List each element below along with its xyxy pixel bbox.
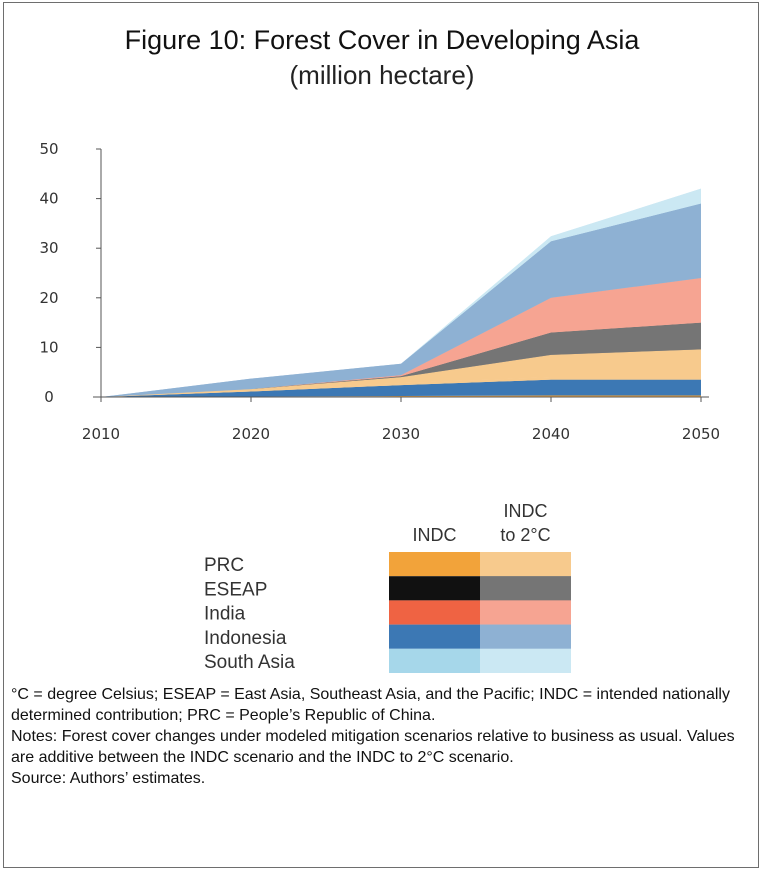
legend-dot-overlay xyxy=(480,576,571,601)
y-tick-label: 40 xyxy=(39,190,58,208)
abbreviations-note: °C = degree Celsius; ESEAP = East Asia, … xyxy=(11,686,730,724)
legend-swatch-prc-indc xyxy=(389,552,480,577)
area-dot-overlay xyxy=(101,203,701,397)
chart-title: Figure 10: Forest Cover in Developing As… xyxy=(124,25,640,55)
x-tick-label: 2030 xyxy=(382,425,420,443)
area-indonesia-indc xyxy=(101,379,701,397)
legend-label-indonesia: Indonesia xyxy=(204,628,287,649)
legend-label-south-asia: South Asia xyxy=(204,652,295,673)
legend-dot-overlay xyxy=(480,552,571,577)
legend-head-indc: INDC xyxy=(413,525,457,545)
legend-swatch-south-asia-indc xyxy=(389,648,480,673)
area-dot-overlay xyxy=(101,349,701,397)
y-tick-label: 10 xyxy=(39,338,58,356)
x-tick-label: 2010 xyxy=(82,425,120,443)
y-tick-label: 20 xyxy=(39,289,58,307)
y-tick-label: 30 xyxy=(39,239,58,257)
y-tick-label: 50 xyxy=(39,140,58,158)
legend-label-eseap: ESEAP xyxy=(204,579,267,600)
chart-areas xyxy=(101,188,701,397)
area-dot-overlay xyxy=(101,322,701,397)
x-tick-label: 2050 xyxy=(682,425,720,443)
y-tick-label: 0 xyxy=(44,388,54,406)
legend-label-prc: PRC xyxy=(204,555,244,576)
legend-swatch-indonesia-indc xyxy=(389,624,480,649)
chart-subtitle: (million hectare) xyxy=(289,60,475,90)
legend-dot-overlay xyxy=(480,648,571,673)
figure-notes: °C = degree Celsius; ESEAP = East Asia, … xyxy=(11,684,755,789)
figure-frame: Figure 10: Forest Cover in Developing As… xyxy=(3,2,759,868)
x-tick-label: 2040 xyxy=(532,425,570,443)
legend-label-india: India xyxy=(204,604,246,625)
legend: INDC INDC to 2°C PRC ESEAP India Indonesia Sout… xyxy=(204,501,571,673)
notes-text: Notes: Forest cover changes under modele… xyxy=(11,728,735,766)
x-tick-label: 2020 xyxy=(232,425,270,443)
legend-dot-overlay xyxy=(480,600,571,625)
legend-head-indc-2c: INDC xyxy=(504,501,548,521)
area-dot-overlay xyxy=(101,277,701,397)
source-note: Source: Authors’ estimates. xyxy=(11,770,206,787)
legend-swatch-eseap-indc xyxy=(389,576,480,601)
legend-head-indc-2c-sub: to 2°C xyxy=(500,525,550,545)
legend-dot-overlay xyxy=(480,624,571,649)
legend-swatch-india-indc xyxy=(389,600,480,625)
area-dot-overlay xyxy=(101,377,701,397)
area-dot-overlay xyxy=(101,188,701,397)
